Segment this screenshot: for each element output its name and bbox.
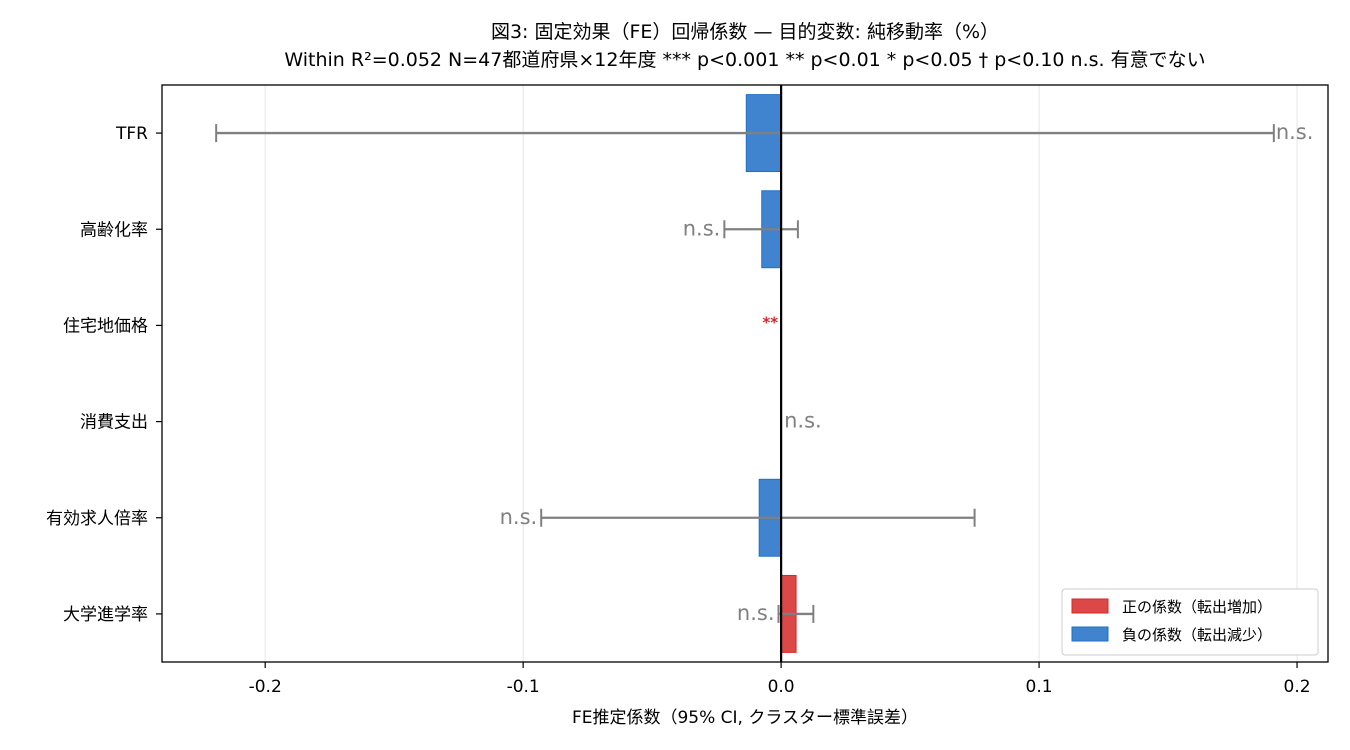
chart-subtitle: Within R²=0.052 N=47都道府県×12年度 *** p<0.00… <box>284 49 1205 71</box>
x-tick-label: -0.2 <box>249 677 282 697</box>
significance-label: n.s. <box>1276 120 1314 144</box>
category-label: 消費支出 <box>80 413 148 433</box>
chart-title: 図3: 固定効果（FE）回帰係数 — 目的変数: 純移動率（%） <box>491 21 999 43</box>
x-tick-label: 0.1 <box>1026 677 1053 697</box>
plot-area-frame <box>161 84 1329 663</box>
legend: 正の係数（転出増加） 負の係数（転出減少） <box>1061 588 1319 656</box>
error-bars <box>215 124 1275 623</box>
legend-swatch-negative <box>1071 626 1109 642</box>
category-label: 高齢化率 <box>80 220 148 240</box>
value-axis: -0.2 -0.1 0.0 0.1 0.2 <box>249 662 1311 697</box>
bars <box>745 94 797 653</box>
error-bar <box>215 124 1275 143</box>
x-tick-label: -0.1 <box>507 677 540 697</box>
x-axis-label: FE推定係数（95% CI, クラスター標準誤差） <box>572 708 918 728</box>
error-bar <box>723 220 799 239</box>
x-tick-label: 0.2 <box>1284 677 1311 697</box>
legend-label-positive: 正の係数（転出増加） <box>1122 598 1272 616</box>
significance-label: n.s. <box>784 409 822 433</box>
legend-swatch-positive <box>1071 598 1109 614</box>
significance-label: ** <box>762 313 778 331</box>
category-label: 住宅地価格 <box>63 316 148 336</box>
category-label: TFR <box>115 124 148 144</box>
error-bar <box>777 604 815 623</box>
error-bar <box>540 508 976 527</box>
significance-labels: n.s. n.s. ** n.s. n.s. n.s. <box>500 120 1314 625</box>
legend-box <box>1061 588 1319 656</box>
category-label: 大学進学率 <box>63 605 148 625</box>
category-label: 有効求人倍率 <box>46 509 148 529</box>
legend-label-negative: 負の係数（転出減少） <box>1122 626 1272 644</box>
significance-label: n.s. <box>683 216 721 240</box>
significance-label: n.s. <box>500 505 538 529</box>
x-tick-label: 0.0 <box>768 677 795 697</box>
significance-label: n.s. <box>737 601 775 625</box>
